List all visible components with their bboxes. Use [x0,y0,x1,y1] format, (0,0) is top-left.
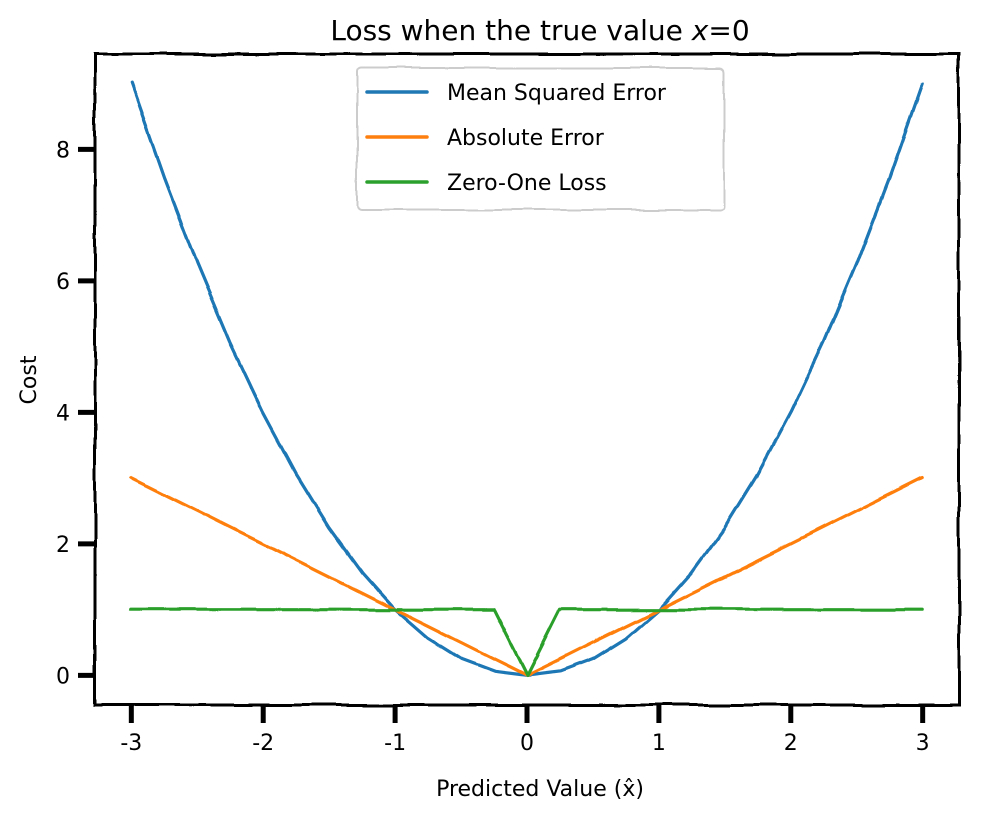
y-tick-label-3: 6 [56,270,70,295]
legend-label-2: Zero-One Loss [447,171,607,196]
legend: Mean Squared Error Absolute Error Zero-One… [356,67,725,211]
y-axis-label: Cost [17,355,42,404]
x-tick-label-6: 3 [916,731,930,756]
x-tick-label-4: 1 [652,731,666,756]
legend-box [356,67,725,211]
series-lines [129,82,925,677]
x-tick-label-2: -1 [384,731,406,756]
series-line-1 [129,476,925,677]
legend-label-1: Absolute Error [447,126,605,151]
chart-title: Loss when the true value x=0 [330,14,749,47]
x-axis-label: Predicted Value (x̂) [436,777,644,802]
x-tick-label-0: -3 [120,731,142,756]
y-tick-label-4: 8 [56,138,70,163]
x-tick-label-3: 0 [520,731,534,756]
y-tick-label-0: 0 [56,664,70,689]
y-tick-label-2: 4 [56,401,70,426]
axis-ticks: -3 -2 -1 0 1 2 3 0 2 4 6 8 [56,138,930,756]
x-tick-label-1: -2 [252,731,274,756]
legend-label-0: Mean Squared Error [447,81,667,106]
y-tick-label-1: 2 [56,533,70,558]
series-line-2 [129,608,925,677]
x-tick-label-5: 2 [784,731,798,756]
